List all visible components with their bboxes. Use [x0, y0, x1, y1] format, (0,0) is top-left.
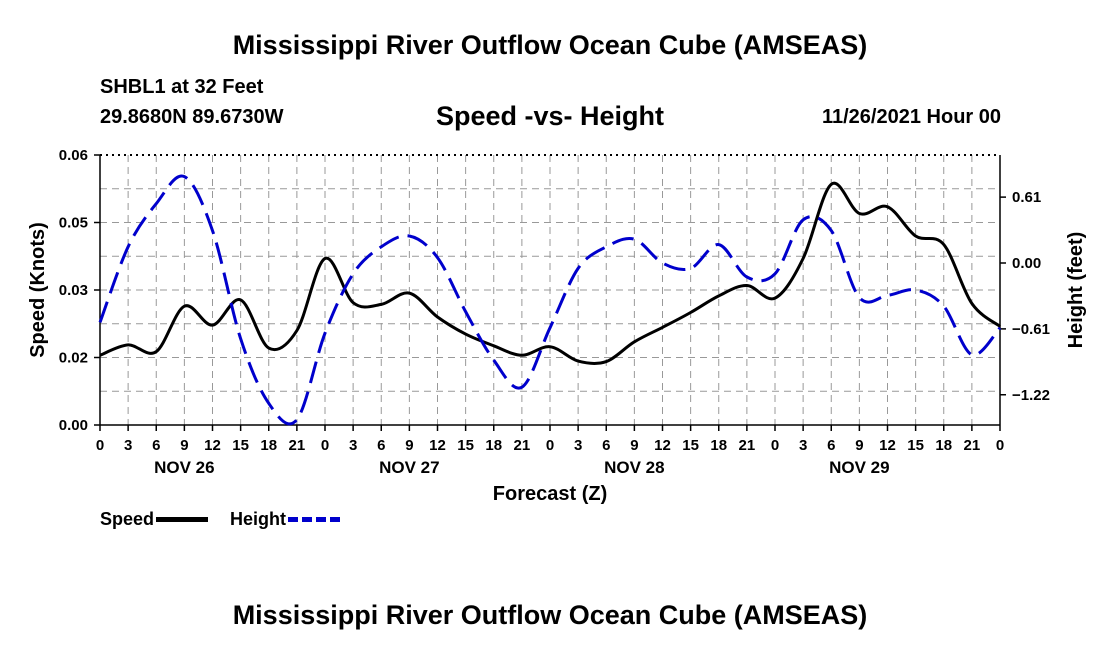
- day-label: NOV 26: [154, 458, 214, 477]
- x-tick-label: 21: [289, 437, 306, 454]
- station-label: SHBL1 at 32 Feet: [100, 76, 264, 98]
- x-tick-label: 15: [682, 437, 699, 454]
- y2-tick-label: 0.61: [1012, 189, 1041, 206]
- x-tick-label: 18: [710, 437, 727, 454]
- x-tick-label: 3: [799, 437, 807, 454]
- y-tick-label: 0.05: [59, 215, 88, 232]
- legend-height-swatch: [288, 517, 340, 522]
- x-tick-label: 6: [827, 437, 835, 454]
- day-label: NOV 27: [379, 458, 439, 477]
- y2-axis-title: Height (feet): [1065, 232, 1087, 349]
- x-axis-title: Forecast (Z): [493, 483, 607, 505]
- x-tick-label: 6: [602, 437, 610, 454]
- x-tick-label: 18: [935, 437, 952, 454]
- chart-footer-title: Mississippi River Outflow Ocean Cube (AM…: [232, 600, 868, 630]
- x-tick-label: 15: [232, 437, 249, 454]
- x-tick-label: 0: [771, 437, 779, 454]
- day-label: NOV 28: [604, 458, 664, 477]
- x-tick-label: 6: [152, 437, 160, 454]
- x-tick-label: 21: [739, 437, 756, 454]
- x-tick-label: 9: [855, 437, 863, 454]
- y-tick-label: 0.02: [59, 350, 88, 367]
- y2-tick-label: −0.61: [1012, 321, 1050, 338]
- chart-main-title: Mississippi River Outflow Ocean Cube (AM…: [232, 30, 868, 60]
- y-tick-label: 0.03: [59, 282, 88, 299]
- legend-height-label: Height: [230, 509, 286, 529]
- x-tick-label: 3: [349, 437, 357, 454]
- y-tick-label: 0.00: [59, 417, 88, 434]
- x-tick-label: 12: [429, 437, 446, 454]
- y-axis-title: Speed (Knots): [27, 222, 49, 358]
- x-tick-label: 9: [630, 437, 638, 454]
- x-tick-label: 15: [907, 437, 924, 454]
- y2-tick-label: −1.22: [1012, 387, 1050, 404]
- x-tick-label: 9: [405, 437, 413, 454]
- forecast-datetime: 11/26/2021 Hour 00: [821, 106, 1001, 128]
- chart-subtitle: Speed -vs- Height: [435, 101, 665, 131]
- y2-tick-label: 0.00: [1012, 255, 1041, 272]
- x-tick-label: 18: [485, 437, 502, 454]
- x-tick-label: 0: [96, 437, 104, 454]
- x-tick-label: 3: [124, 437, 132, 454]
- x-tick-label: 0: [546, 437, 554, 454]
- x-tick-label: 0: [996, 437, 1004, 454]
- y-tick-label: 0.06: [59, 147, 88, 164]
- height-series-line: [98, 174, 1002, 426]
- speed-series-line: [99, 181, 1001, 366]
- x-tick-label: 21: [514, 437, 531, 454]
- x-tick-label: 0: [321, 437, 329, 454]
- legend-speed: Speed: [100, 509, 209, 530]
- x-tick-label: 9: [180, 437, 188, 454]
- x-tick-label: 21: [964, 437, 981, 454]
- day-label: NOV 29: [829, 458, 889, 477]
- x-tick-label: 15: [457, 437, 474, 454]
- x-tick-label: 12: [654, 437, 671, 454]
- legend-speed-swatch: [156, 517, 209, 522]
- legend-height: Height: [230, 509, 340, 530]
- x-tick-label: 12: [204, 437, 221, 454]
- legend-speed-label: Speed: [100, 509, 155, 529]
- x-tick-label: 6: [377, 437, 385, 454]
- x-tick-label: 3: [574, 437, 582, 454]
- x-tick-label: 18: [260, 437, 277, 454]
- x-tick-label: 12: [879, 437, 896, 454]
- station-coordinates: 29.8680N 89.6730W: [100, 106, 284, 128]
